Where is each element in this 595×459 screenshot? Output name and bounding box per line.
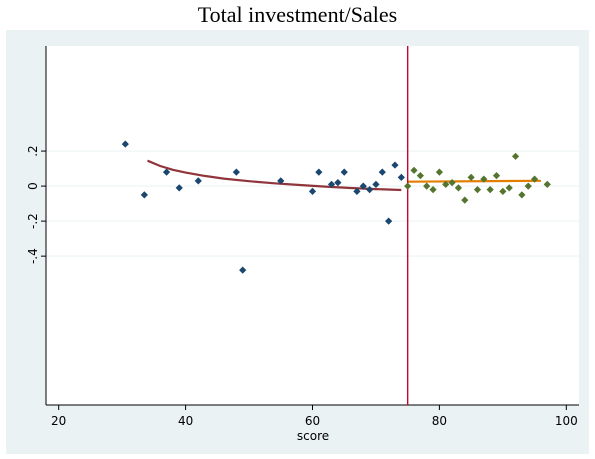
x-tick-label-0: 20 xyxy=(51,414,66,428)
data-point-0-1 xyxy=(140,191,148,199)
y-tick-label-0: .2 xyxy=(26,145,40,156)
data-point-1-0 xyxy=(404,182,412,190)
data-point-0-14 xyxy=(359,182,367,190)
data-point-1-13 xyxy=(486,186,494,194)
fit-line-0 xyxy=(147,159,402,192)
fit-line-1 xyxy=(407,179,541,183)
y-axis-ticks: .2 0 -.2 -.4 xyxy=(26,145,46,264)
data-point-0-17 xyxy=(378,168,386,176)
data-point-1-20 xyxy=(530,175,539,183)
chart-title: Total investment/Sales xyxy=(197,2,398,27)
data-point-1-10 xyxy=(467,173,475,181)
data-point-1-1 xyxy=(410,166,418,174)
data-point-1-11 xyxy=(473,186,482,194)
fit-lines xyxy=(147,159,541,192)
x-tick-label-4: 100 xyxy=(555,414,578,428)
data-point-0-11 xyxy=(334,178,342,187)
data-point-0-16 xyxy=(372,180,380,188)
data-point-0-12 xyxy=(340,168,348,176)
data-point-0-19 xyxy=(391,161,399,169)
data-point-0-2 xyxy=(162,168,171,176)
data-point-1-2 xyxy=(416,171,424,180)
x-tick-label-2: 60 xyxy=(305,414,320,428)
data-point-1-15 xyxy=(499,187,507,195)
data-point-0-8 xyxy=(308,187,317,195)
x-tick-label-3: 80 xyxy=(432,414,447,428)
data-point-1-6 xyxy=(442,180,450,188)
data-point-1-12 xyxy=(480,175,488,183)
x-axis-ticks: 20 40 60 80 100 xyxy=(51,405,578,428)
data-point-0-9 xyxy=(315,168,323,176)
data-points xyxy=(121,140,551,274)
data-point-1-17 xyxy=(511,152,520,160)
x-tick-label-1: 40 xyxy=(178,414,193,428)
y-tick-label-1: 0 xyxy=(26,182,40,190)
y-tick-label-2: -.2 xyxy=(26,213,40,229)
data-point-0-3 xyxy=(175,184,183,192)
data-point-0-5 xyxy=(232,168,240,176)
data-point-0-18 xyxy=(385,217,393,225)
data-point-0-20 xyxy=(397,173,405,181)
data-point-0-13 xyxy=(353,187,361,195)
data-point-0-0 xyxy=(121,140,129,148)
data-point-1-4 xyxy=(429,186,437,194)
data-point-1-8 xyxy=(454,184,463,192)
data-point-1-9 xyxy=(461,196,469,204)
data-point-1-19 xyxy=(524,182,532,190)
data-point-0-15 xyxy=(366,186,374,194)
data-point-1-18 xyxy=(518,191,526,199)
plot-area xyxy=(46,46,579,405)
data-point-1-16 xyxy=(505,184,513,192)
data-point-0-7 xyxy=(277,177,285,185)
x-axis-title: score xyxy=(297,429,329,443)
y-tick-label-3: -.4 xyxy=(26,248,40,264)
data-point-1-3 xyxy=(423,182,431,190)
data-point-1-14 xyxy=(492,171,501,180)
data-point-0-6 xyxy=(239,266,247,274)
data-point-0-4 xyxy=(194,177,202,185)
data-point-0-10 xyxy=(327,180,336,188)
data-point-1-21 xyxy=(543,180,551,188)
data-point-1-7 xyxy=(448,178,456,187)
data-point-1-5 xyxy=(435,168,444,176)
